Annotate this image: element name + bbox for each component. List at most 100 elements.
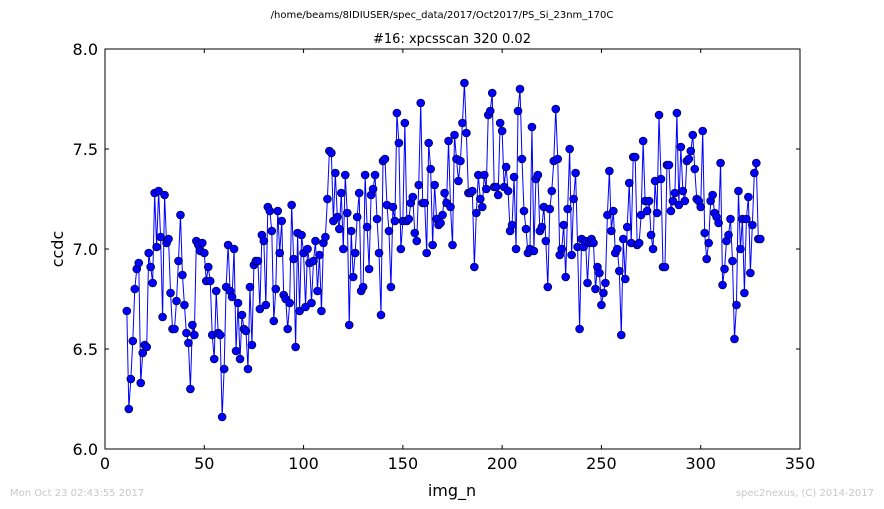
data-point (519, 206, 529, 216)
data-point (340, 170, 350, 180)
data-point (618, 234, 628, 244)
footer-credit: spec2nexus, (C) 2014-2017 (735, 488, 874, 499)
data-point (613, 244, 622, 254)
data-point (182, 328, 191, 338)
data-point (567, 250, 576, 260)
data-point (668, 196, 678, 206)
data-point (678, 186, 688, 196)
data-point (609, 206, 618, 216)
data-point (674, 200, 684, 210)
data-point (450, 130, 459, 140)
x-tick-label: 350 (785, 454, 816, 473)
data-point (752, 158, 761, 168)
data-point (136, 378, 146, 388)
data-point (529, 246, 539, 256)
data-point (472, 208, 481, 218)
data-point (702, 254, 711, 264)
data-point (190, 330, 199, 340)
data-point (323, 194, 332, 204)
data-point (362, 222, 372, 232)
data-point (126, 374, 136, 384)
data-point (468, 186, 477, 196)
data-point (652, 208, 662, 218)
data-point (410, 228, 420, 238)
data-point (569, 194, 578, 204)
data-point (477, 202, 487, 212)
data-point (295, 306, 304, 316)
data-point (475, 194, 485, 204)
data-point (503, 186, 513, 196)
data-point (344, 320, 354, 330)
data-point (327, 148, 336, 158)
data-point (446, 202, 455, 212)
data-point (614, 266, 624, 276)
data-point (448, 240, 457, 250)
data-point (360, 170, 370, 180)
data-point (414, 180, 424, 190)
data-point (543, 282, 553, 292)
data-point (660, 262, 670, 272)
data-point (259, 236, 269, 246)
data-point (178, 270, 187, 280)
data-point (269, 316, 279, 326)
data-point (430, 180, 439, 190)
data-point (545, 204, 555, 214)
y-tick-label: 7.5 (73, 140, 98, 159)
data-point (732, 300, 741, 310)
data-point (291, 342, 300, 352)
data-point (338, 244, 348, 254)
data-point (148, 278, 157, 288)
x-axis-label: img_n (428, 481, 476, 501)
data-point (630, 152, 640, 162)
data-point (497, 126, 507, 136)
data-point (235, 354, 245, 364)
data-point (404, 214, 414, 224)
data-point (736, 244, 745, 254)
data-point (440, 188, 449, 198)
data-point (547, 186, 557, 196)
data-point (146, 262, 155, 272)
data-point (666, 206, 676, 216)
data-point (370, 170, 380, 180)
data-point (134, 258, 144, 268)
data-point (462, 128, 471, 138)
data-point (184, 338, 193, 348)
data-point (755, 234, 765, 244)
data-point (301, 302, 310, 312)
data-point (354, 188, 364, 198)
data-point (285, 298, 294, 308)
data-point (265, 206, 275, 216)
data-point (342, 208, 352, 218)
data-point (513, 106, 523, 116)
data-point (176, 210, 185, 220)
data-point (642, 206, 652, 216)
data-point (487, 88, 497, 98)
data-point (591, 284, 600, 294)
data-point (336, 188, 346, 198)
data-point (275, 248, 285, 258)
data-point (374, 248, 384, 258)
data-point (124, 404, 134, 414)
data-point (154, 186, 163, 196)
data-point (420, 198, 430, 208)
data-point (444, 136, 453, 146)
data-point (277, 216, 287, 226)
data-point (237, 310, 247, 320)
data-point (656, 174, 666, 184)
data-point (557, 244, 567, 254)
x-tick-label: 100 (288, 454, 319, 473)
data-point (704, 238, 713, 248)
data-point (144, 248, 153, 258)
data-point (199, 248, 209, 258)
data-point (122, 306, 132, 316)
data-point (601, 278, 610, 288)
data-point (372, 214, 382, 224)
y-tick-label: 6.0 (73, 440, 98, 459)
data-point (408, 192, 418, 202)
data-point (358, 282, 368, 292)
data-point (690, 164, 700, 174)
data-point (424, 138, 433, 148)
data-point (158, 312, 167, 322)
data-point (676, 142, 686, 152)
